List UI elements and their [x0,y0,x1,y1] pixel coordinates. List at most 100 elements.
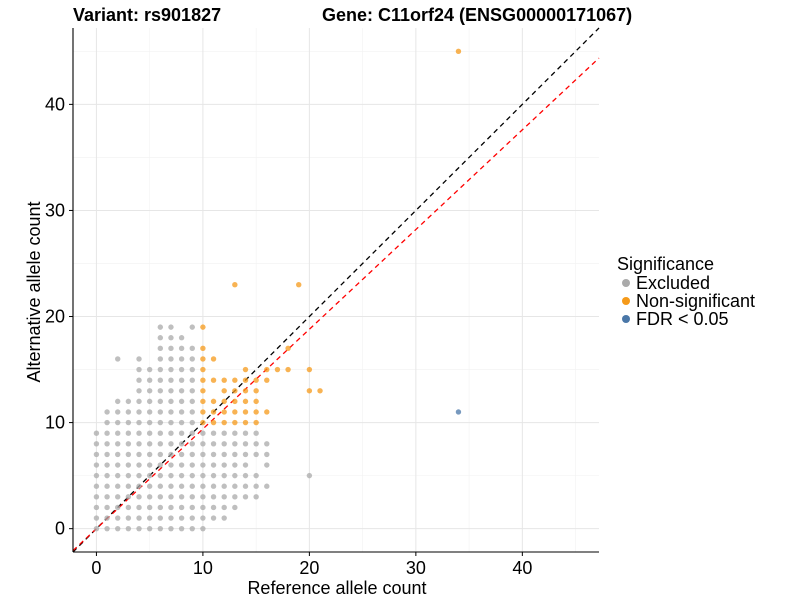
data-point [168,504,174,511]
data-point [115,525,121,532]
data-point [168,483,174,489]
data-point [242,494,249,500]
data-point [242,462,249,468]
data-point [221,441,227,447]
tick-labels: 0 10 20 30 40 0 10 20 30 40 [45,94,532,578]
data-point [189,462,195,468]
data-point [178,451,185,458]
y-tick-label: 30 [45,200,65,220]
data-point [178,504,185,511]
data-point [221,472,227,479]
data-point [189,366,195,373]
data-point [93,441,100,447]
data-point [210,494,217,500]
data-point [189,451,195,458]
data-point [189,515,195,521]
data-point [157,483,164,489]
data-point [189,483,195,489]
data-point [189,398,195,405]
data-point [253,472,259,479]
data-point [93,504,100,511]
data-point [296,281,302,288]
data-point [221,398,227,405]
data-point [210,398,217,405]
data-point [200,472,206,479]
data-point [157,324,164,330]
data-point [189,441,195,447]
data-point [178,419,185,426]
data-point [178,430,185,436]
data-point [93,430,100,436]
data-point [115,515,121,521]
data-point [221,409,227,415]
data-point [168,324,174,330]
data-point [178,441,185,447]
data-point [125,515,132,521]
data-point [168,398,174,405]
data-point [210,377,217,383]
reference-line [72,27,600,553]
data-point [200,494,206,500]
data-point [264,462,270,468]
data-point [210,451,217,458]
data-point [232,281,238,288]
data-point [178,472,185,479]
data-point [221,430,227,436]
data-point [157,525,164,532]
data-point [136,409,142,415]
data-point [125,430,132,436]
data-point [146,441,153,447]
data-point [157,504,164,511]
y-tick-label: 0 [55,519,65,539]
x-tick-label: 20 [299,558,319,578]
data-point [146,388,153,394]
data-point [178,356,185,362]
data-point [157,388,164,394]
data-point [136,451,142,458]
data-point [200,366,206,373]
data-point [264,441,270,447]
data-point [168,494,174,500]
data-point [115,504,121,511]
data-point [200,504,206,511]
data-point [232,462,238,468]
data-point [253,377,259,383]
data-point [210,409,217,415]
data-point [136,441,142,447]
data-point [178,483,185,489]
data-point [306,366,313,373]
data-point [221,504,227,511]
legend-label: FDR < 0.05 [636,309,729,329]
data-point [189,345,195,352]
data-point [178,515,185,521]
data-point [210,419,217,426]
data-point [178,409,185,415]
data-point [232,451,238,458]
data-point [168,430,174,436]
data-point [93,494,100,500]
data-point [264,409,270,415]
data-point [285,345,291,352]
data-point [146,515,153,521]
data-point [168,451,174,458]
series-fdr-0-05 [455,409,462,415]
data-point [221,483,227,489]
data-point [455,48,462,55]
data-point [306,472,313,479]
data-point [168,335,174,341]
data-point [242,409,249,415]
data-point [146,472,153,479]
data-point [232,398,238,405]
data-point [200,462,206,468]
data-point [274,366,281,373]
data-point [125,494,132,500]
x-axis-title: Reference allele count [247,578,426,598]
data-point [146,419,153,426]
data-point [189,430,195,436]
legend-swatch-non-significant [622,297,630,305]
data-point [115,483,121,489]
data-point [104,483,110,489]
data-point [232,504,238,511]
data-point [253,419,259,426]
data-point [189,419,195,426]
